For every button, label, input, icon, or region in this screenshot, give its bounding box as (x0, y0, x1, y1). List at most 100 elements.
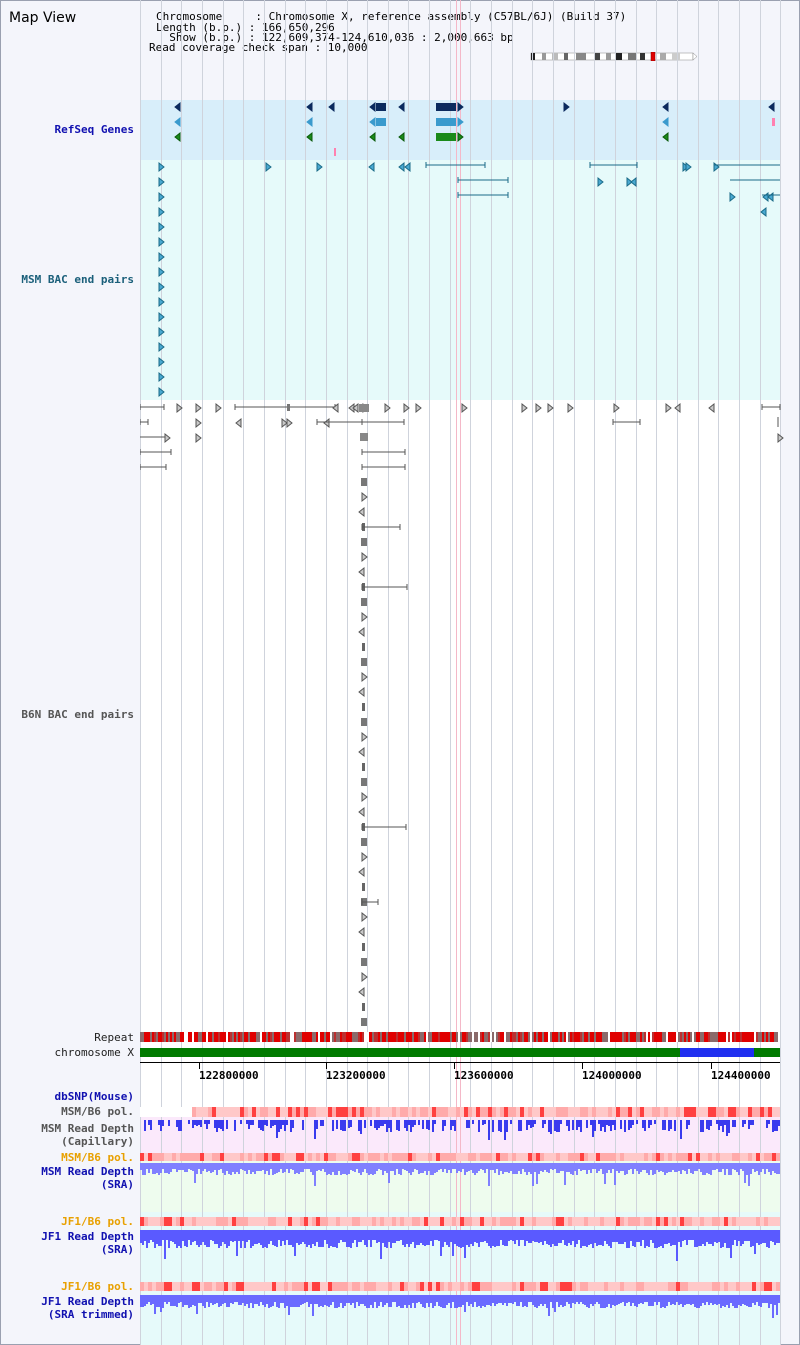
msm-bac-end[interactable] (398, 161, 405, 173)
gene-arrow[interactable] (328, 101, 335, 113)
chromosome-ideogram[interactable] (528, 52, 698, 61)
gene-block[interactable] (436, 133, 446, 141)
gene-arrow[interactable] (398, 131, 405, 143)
b6n-bac-end[interactable] (358, 626, 365, 638)
msm-bac-end[interactable] (158, 341, 165, 353)
b6n-bac-block[interactable] (361, 718, 367, 726)
gene-arrow[interactable] (457, 116, 464, 128)
track-label-refseq[interactable]: RefSeq Genes (54, 123, 134, 136)
b6n-bac-block[interactable] (360, 433, 368, 441)
msm-bac-end[interactable] (630, 176, 637, 188)
msm-bac-end[interactable] (158, 386, 165, 398)
b6n-bac-end[interactable] (361, 551, 368, 563)
gene-block[interactable] (436, 118, 446, 126)
msm-bac-end[interactable] (597, 176, 604, 188)
msm-bac-end[interactable] (158, 161, 165, 173)
track-label-msm-bac[interactable]: MSM BAC end pairs (21, 273, 134, 286)
b6n-bac-end[interactable] (358, 566, 365, 578)
b6n-bac-end[interactable] (358, 986, 365, 998)
gene-arrow[interactable] (369, 131, 376, 143)
gene-arrow[interactable] (662, 101, 669, 113)
b6n-bac-end[interactable] (547, 402, 554, 414)
msm-bac-end[interactable] (158, 356, 165, 368)
b6n-bac-end[interactable] (215, 402, 222, 414)
gene-arrow[interactable] (369, 101, 376, 113)
msm-bac-end[interactable] (158, 371, 165, 383)
b6n-bac-end[interactable] (567, 402, 574, 414)
b6n-bac-block[interactable] (361, 538, 367, 546)
gene-block[interactable] (446, 133, 456, 141)
msm-bac-end[interactable] (626, 176, 633, 188)
msm-bac-end[interactable] (158, 296, 165, 308)
b6n-bac-end[interactable] (461, 402, 468, 414)
b6n-bac-end[interactable] (332, 402, 339, 414)
b6n-bac-block[interactable] (361, 478, 367, 486)
msm-bac-end[interactable] (713, 161, 720, 173)
b6n-bac-end[interactable] (613, 402, 620, 414)
gene-arrow[interactable] (398, 101, 405, 113)
b6n-bac-end[interactable] (708, 402, 715, 414)
gene-arrow[interactable] (174, 116, 181, 128)
b6n-bac-block[interactable] (361, 958, 367, 966)
msm-bac-end[interactable] (158, 266, 165, 278)
b6n-bac-end[interactable] (674, 402, 681, 414)
track-label-b6n-bac[interactable]: B6N BAC end pairs (21, 708, 134, 721)
msm-bac-end[interactable] (316, 161, 323, 173)
msm-bac-end[interactable] (158, 191, 165, 203)
msm-bac-end[interactable] (158, 311, 165, 323)
gene-arrow[interactable] (662, 116, 669, 128)
b6n-bac-block[interactable] (359, 404, 369, 412)
msm-bac-end[interactable] (404, 161, 411, 173)
b6n-bac-end[interactable] (665, 402, 672, 414)
msm-bac-end[interactable] (767, 191, 774, 203)
b6n-bac-end[interactable] (403, 402, 410, 414)
gene-block[interactable] (446, 103, 456, 111)
b6n-bac-end[interactable] (195, 432, 202, 444)
msm-bac-end[interactable] (368, 161, 375, 173)
msm-bac-end[interactable] (265, 161, 272, 173)
b6n-bac-end[interactable] (521, 402, 528, 414)
b6n-bac-end[interactable] (361, 911, 368, 923)
feature-area[interactable] (140, 95, 785, 1035)
b6n-bac-block[interactable] (361, 658, 367, 666)
b6n-bac-end[interactable] (323, 417, 330, 429)
gene-arrow[interactable] (563, 101, 570, 113)
msm-bac-end[interactable] (158, 221, 165, 233)
b6n-bac-end[interactable] (195, 402, 202, 414)
b6n-bac-block[interactable] (362, 643, 365, 651)
b6n-bac-end[interactable] (535, 402, 542, 414)
gene-marker[interactable] (772, 118, 775, 126)
msm-bac-end[interactable] (158, 236, 165, 248)
b6n-bac-end[interactable] (352, 402, 359, 414)
gene-arrow[interactable] (457, 101, 464, 113)
gene-arrow[interactable] (306, 116, 313, 128)
gene-block[interactable] (436, 103, 446, 111)
b6n-bac-end[interactable] (358, 806, 365, 818)
b6n-bac-block[interactable] (362, 703, 365, 711)
b6n-bac-end[interactable] (361, 671, 368, 683)
b6n-bac-end[interactable] (164, 432, 171, 444)
b6n-bac-end[interactable] (358, 506, 365, 518)
b6n-bac-block[interactable] (362, 943, 365, 951)
msm-bac-end[interactable] (729, 191, 736, 203)
b6n-bac-end[interactable] (358, 686, 365, 698)
gene-block[interactable] (376, 103, 386, 111)
b6n-bac-end[interactable] (358, 926, 365, 938)
msm-bac-end[interactable] (760, 206, 767, 218)
b6n-bac-end[interactable] (777, 432, 784, 444)
b6n-bac-block[interactable] (361, 838, 367, 846)
gene-arrow[interactable] (306, 131, 313, 143)
msm-bac-end[interactable] (158, 206, 165, 218)
gene-arrow[interactable] (174, 101, 181, 113)
gene-arrow[interactable] (306, 101, 313, 113)
track-label-dbsnp[interactable]: dbSNP(Mouse) (54, 1090, 134, 1103)
b6n-bac-end[interactable] (358, 866, 365, 878)
msm-bac-end[interactable] (685, 161, 692, 173)
gene-block[interactable] (446, 118, 456, 126)
gene-arrow[interactable] (457, 131, 464, 143)
b6n-bac-end[interactable] (361, 731, 368, 743)
b6n-bac-end[interactable] (286, 417, 293, 429)
b6n-bac-end[interactable] (361, 791, 368, 803)
b6n-bac-end[interactable] (195, 417, 202, 429)
b6n-bac-block[interactable] (362, 763, 365, 771)
